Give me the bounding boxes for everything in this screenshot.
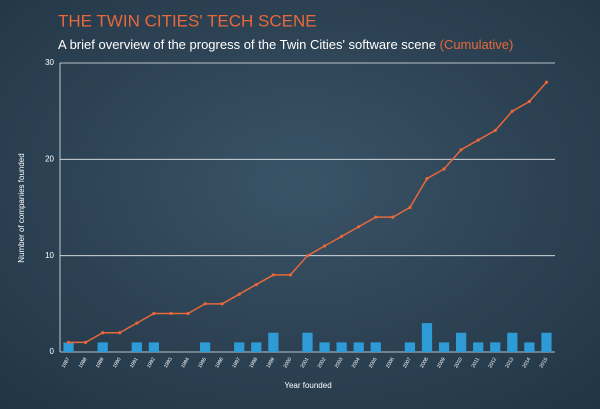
line-point [391,215,395,219]
line-point [357,225,361,229]
x-tick-label: 1996 [214,356,225,369]
y-axis-label: Number of companies founded [17,153,26,262]
y-tick-label: 30 [45,58,54,67]
line-point [374,215,378,219]
x-tick-label: 1988 [78,356,89,369]
bar [199,342,211,352]
line-point [203,302,207,306]
x-tick-label: 1991 [129,356,140,369]
bar [97,342,108,352]
line-point [476,138,480,142]
line-point [510,109,514,113]
bar [353,342,364,352]
bar [524,342,535,352]
x-tick-label: 2002 [317,356,328,369]
y-tick-label: 0 [50,347,55,356]
line-point [340,234,344,238]
bar [336,342,347,352]
x-tick-label: 2000 [283,356,294,369]
x-tick-label: 1997 [231,356,242,369]
line-point [408,205,412,210]
x-tick-label: 2004 [351,356,362,369]
x-tick-label: 2010 [453,356,464,369]
x-tick-label: 2013 [504,356,515,369]
line-point [271,273,275,277]
x-tick-label: 2012 [487,356,498,369]
x-tick-label: 1998 [248,356,259,369]
bar [234,342,245,352]
line-point [544,80,549,84]
x-tick-label: 2007 [402,356,413,369]
x-axis-label: Year founded [284,381,331,390]
bar [148,342,159,352]
subtitle: A brief overview of the progress of the … [58,37,436,52]
x-tick-label: 2014 [522,356,533,369]
line-point [220,302,224,306]
line-point [527,99,531,104]
line-point [425,177,429,181]
x-tick-label: 1999 [265,356,276,369]
line-point [84,340,88,344]
line-point [186,311,190,316]
x-tick-label: 1990 [112,356,123,369]
bar [131,342,142,352]
bar [268,332,279,352]
x-tick-label: 2006 [385,356,396,369]
bar [319,342,330,352]
line-point [459,148,463,152]
line-point [254,282,258,287]
y-tick-label: 20 [45,154,54,163]
subtitle-note: (Cumulative) [440,37,514,52]
bar [421,323,433,352]
bar [490,342,501,352]
bar [473,342,484,352]
line-point [135,321,139,325]
x-tick-label: 2005 [368,356,379,369]
x-tick-label: 2009 [436,356,447,369]
line-point [493,128,497,133]
x-tick-label: 2015 [539,356,550,369]
line-point [442,167,446,171]
line-point [118,331,122,335]
bar [302,332,313,352]
chart-title: THE TWIN CITIES' TECH SCENE [58,11,317,30]
x-tick-label: 2008 [419,356,430,369]
x-tick-label: 2003 [334,356,345,369]
x-tick-label: 1987 [61,356,72,369]
line-point [237,292,241,296]
line-point [305,254,310,258]
x-tick-label: 1994 [180,356,191,369]
bar [507,332,518,352]
bar [404,342,416,352]
line-point [101,331,105,335]
y-tick-label: 10 [45,251,54,260]
line-point [169,311,173,316]
x-tick-label: 2001 [300,356,311,369]
line-point [288,273,293,277]
x-tick-label: 1993 [163,356,174,369]
bar [251,342,262,352]
x-tick-label: 1995 [197,356,208,369]
line-point [322,244,327,248]
bar [63,342,74,352]
bar [438,342,450,352]
x-tick-label: 1989 [95,356,106,369]
line-point [66,340,71,344]
x-tick-label: 2011 [470,356,481,369]
bar [541,332,552,352]
bar [456,332,467,352]
chart-subtitle: A brief overview of the progress of the … [58,37,513,52]
x-tick-label: 1992 [146,356,157,369]
line-point [152,311,156,316]
bar [370,342,381,352]
